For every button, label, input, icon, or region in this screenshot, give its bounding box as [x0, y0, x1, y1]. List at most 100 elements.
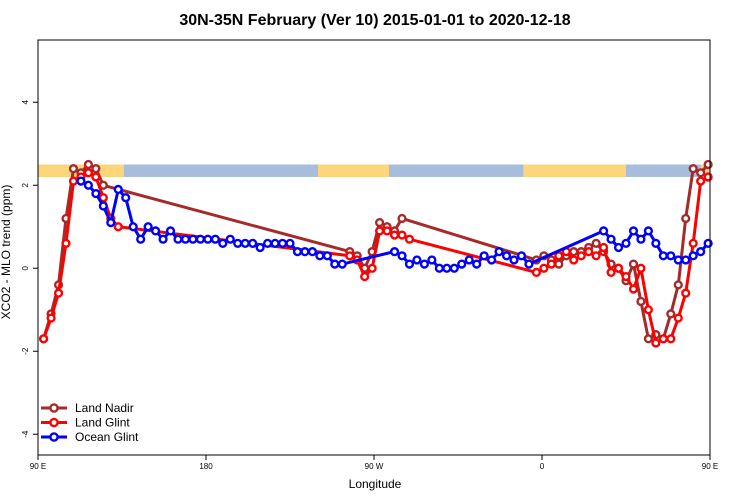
data-point: [569, 247, 579, 257]
data-point: [621, 271, 631, 282]
data-point: [628, 226, 639, 236]
data-point: [696, 168, 706, 178]
data-point: [165, 226, 176, 236]
series-land-glint: [38, 168, 713, 348]
data-point: [277, 238, 288, 248]
data-point: [666, 251, 676, 261]
y-tick-label: -2: [21, 347, 30, 355]
y-tick-label: 0: [21, 265, 30, 270]
data-point: [539, 263, 549, 273]
data-point: [584, 247, 594, 257]
data-point: [569, 255, 579, 265]
data-point: [240, 238, 250, 248]
data-point: [83, 159, 94, 170]
data-point: [681, 213, 691, 224]
data-point: [696, 247, 706, 257]
data-point: [83, 168, 94, 178]
data-point: [598, 226, 609, 236]
data-point: [613, 263, 624, 273]
data-point: [501, 251, 512, 261]
data-point: [397, 213, 407, 224]
data-point: [487, 255, 497, 265]
x-tick-label: 90 E: [30, 462, 46, 471]
data-point: [404, 259, 415, 269]
data-point: [427, 255, 437, 265]
data-point: [472, 259, 482, 269]
data-point: [38, 334, 49, 344]
legend-item: Land Glint: [41, 416, 130, 430]
y-tick-label: 4: [21, 99, 30, 104]
data-point: [300, 247, 310, 257]
data-point: [375, 226, 385, 236]
data-point: [46, 313, 56, 323]
data-point: [255, 242, 265, 253]
data-point: [285, 238, 295, 248]
data-point: [225, 234, 235, 244]
data-point: [98, 201, 108, 211]
data-point: [628, 284, 639, 294]
data-point: [636, 263, 646, 273]
data-point: [643, 305, 654, 315]
data-point: [345, 251, 355, 261]
data-point: [195, 234, 206, 244]
data-point: [210, 234, 220, 244]
data-point: [449, 263, 459, 273]
legend-swatch-marker: [49, 417, 59, 428]
series-ocean-glint: [76, 176, 713, 273]
data-point: [180, 234, 191, 244]
legend-label: Ocean Glint: [75, 430, 139, 444]
land-band-segment: [700, 164, 710, 177]
data-point: [367, 263, 377, 273]
data-point: [703, 238, 713, 248]
data-point: [61, 238, 71, 248]
data-point: [651, 338, 661, 348]
data-point: [151, 226, 161, 236]
legend-label: Land Glint: [75, 416, 130, 430]
data-point: [307, 247, 318, 257]
data-point: [494, 247, 504, 257]
data-point: [598, 242, 609, 253]
data-point: [113, 184, 123, 195]
data-point: [188, 234, 198, 244]
data-point: [68, 164, 79, 174]
data-point: [419, 259, 430, 269]
chart-title: 30N-35N February (Ver 10) 2015-01-01 to …: [179, 12, 570, 29]
data-point: [292, 247, 303, 257]
data-point: [382, 226, 392, 236]
data-point: [628, 259, 639, 269]
data-point: [389, 230, 400, 240]
data-point: [91, 188, 101, 199]
data-point: [673, 313, 683, 323]
data-point: [315, 251, 325, 261]
data-point: [330, 259, 340, 269]
data-point: [636, 296, 646, 307]
data-point: [658, 251, 668, 261]
data-point: [457, 259, 467, 269]
data-point: [524, 259, 534, 269]
data-point: [688, 251, 698, 261]
data-point: [554, 259, 564, 269]
data-point: [53, 288, 64, 298]
data-point: [389, 247, 400, 257]
data-point: [91, 164, 101, 174]
data-point: [121, 193, 131, 203]
data-point: [337, 259, 347, 269]
data-point: [397, 230, 407, 240]
data-point: [233, 238, 243, 248]
axes: 90 E 180 90 W 0 90 E -4 -2 0 2 4: [21, 39, 718, 471]
data-point: [143, 222, 153, 232]
data-point: [673, 255, 683, 265]
data-point: [688, 164, 698, 174]
data-point: [404, 234, 415, 244]
data-point: [375, 218, 385, 228]
data-point: [76, 176, 86, 186]
data-point: [658, 334, 668, 344]
legend-swatch-marker: [49, 403, 59, 413]
legend-item: Land Nadir: [41, 401, 134, 415]
data-point: [606, 267, 616, 278]
legend-item: Ocean Glint: [41, 430, 139, 444]
x-axis-label: Longitude: [349, 477, 402, 491]
land-band-segment: [523, 164, 626, 177]
data-point: [546, 259, 556, 269]
